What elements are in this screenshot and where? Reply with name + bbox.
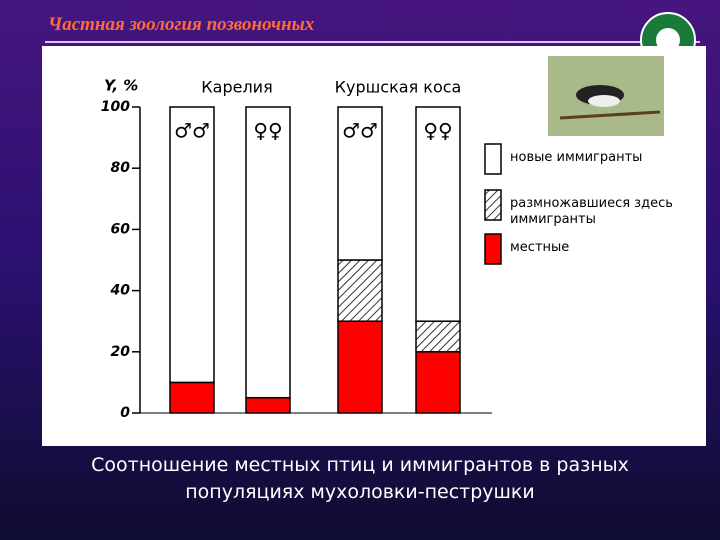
y-axis-label: Y, % [104, 77, 138, 95]
bar-label: ♀♀ [423, 119, 452, 143]
y-tick-label: 0 [120, 405, 130, 421]
bird-belly [588, 95, 620, 107]
branch [559, 110, 661, 120]
bar-segment [337, 320, 383, 414]
bar-label: ♀♀ [253, 119, 282, 143]
y-tick-label: 100 [101, 99, 130, 115]
group-label: Куршская коса [335, 78, 462, 97]
bar-label: ♂♂ [342, 119, 378, 143]
bar-segment [245, 396, 291, 414]
slide-title: Частная зоология позвоночных [48, 14, 315, 35]
y-tick-label: 20 [111, 344, 131, 360]
group-label: Карелия [201, 78, 272, 97]
y-tick-label: 60 [111, 221, 131, 237]
caption: Соотношение местных птиц и иммигрантов в… [91, 454, 629, 503]
y-tick-label: 80 [111, 160, 131, 176]
bar-segment [337, 106, 383, 261]
legend-label: размножавшиеся здесь иммигранты [510, 196, 673, 227]
y-tick-label: 40 [110, 283, 131, 299]
bar-segment [415, 351, 461, 414]
bar-segment [337, 259, 383, 322]
legend-swatch [484, 189, 502, 221]
title-rule [45, 41, 700, 43]
legend-swatch [484, 233, 502, 265]
legend-label: местные [510, 240, 570, 255]
bar-segment [169, 381, 215, 414]
bar-segment [415, 106, 461, 322]
legend-swatch [484, 143, 502, 175]
bar-segment [169, 106, 215, 384]
bar-segment [245, 106, 291, 399]
bar-segment [415, 320, 461, 353]
legend-label: новые иммигранты [510, 150, 643, 165]
bar-label: ♂♂ [174, 119, 210, 143]
